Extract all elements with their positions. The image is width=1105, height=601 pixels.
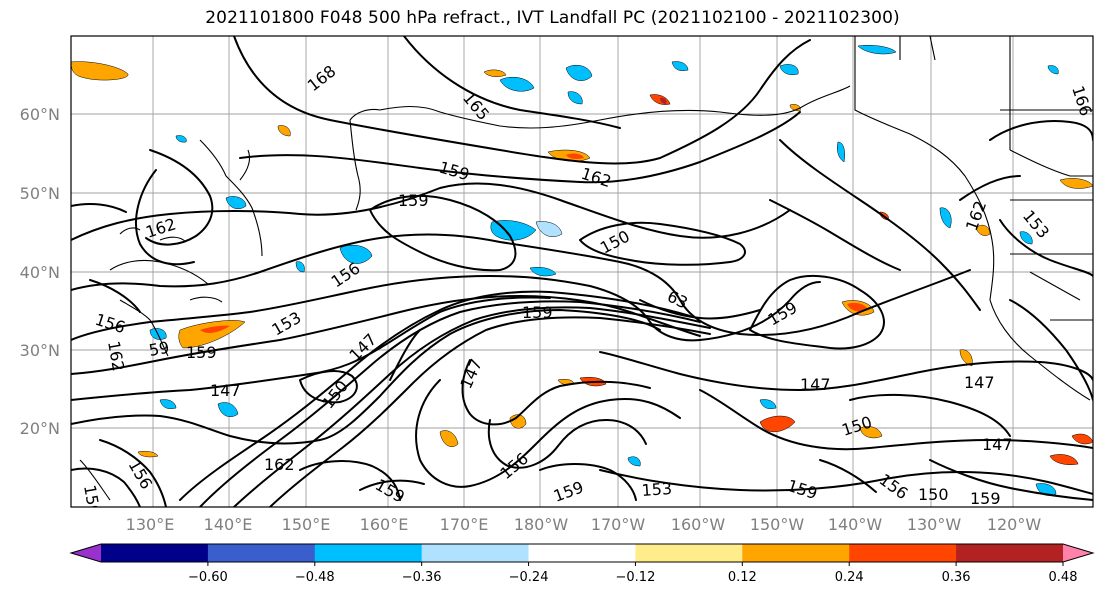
contour-label: 147 xyxy=(982,435,1013,454)
colorbar-tick-label: −0.36 xyxy=(402,570,442,585)
map-panel xyxy=(71,36,1093,507)
contour-label: 159 xyxy=(186,343,217,362)
colorbar-bin xyxy=(528,544,636,562)
contour-label: 153 xyxy=(641,479,673,500)
latitude-axis: 60°N 50°N 40°N 30°N 20°N xyxy=(20,105,60,438)
colorbar: −0.60 −0.48 −0.36 −0.24 −0.12 0.12 0.24 0.36 0.4… xyxy=(69,543,1095,585)
map-title: 2021101800 F048 500 hPa refract., IVT La… xyxy=(205,8,900,28)
colorbar-extend-max xyxy=(1063,544,1093,562)
longitude-label: 120°W xyxy=(987,515,1042,534)
colorbar-bin xyxy=(956,544,1064,562)
latitude-label: 20°N xyxy=(20,419,60,438)
colorbar-tick-label: −0.12 xyxy=(616,570,656,585)
colorbar-extend-min xyxy=(71,544,101,562)
longitude-label: 160°W xyxy=(671,515,726,534)
longitude-label: 180°W xyxy=(514,515,569,534)
contour-label: 59 xyxy=(147,338,170,360)
colorbar-tick-label: −0.48 xyxy=(295,570,335,585)
colorbar-bin xyxy=(742,544,850,562)
latitude-label: 30°N xyxy=(20,341,60,360)
colorbar-tick-label: 0.36 xyxy=(942,570,971,585)
colorbar-tick-label: −0.24 xyxy=(509,570,549,585)
colorbar-bin xyxy=(101,544,209,562)
longitude-label: 130°W xyxy=(907,515,962,534)
contour-label: 156 xyxy=(80,483,104,516)
colorbar-bin xyxy=(421,544,530,562)
longitude-label: 150°W xyxy=(750,515,805,534)
negative-anomaly-shading xyxy=(149,45,1059,496)
colorbar-bin xyxy=(849,544,957,562)
contour-label: 159 xyxy=(970,489,1001,508)
contour-label: 147 xyxy=(964,373,995,392)
longitude-label: 130°E xyxy=(126,515,175,534)
contour-label: 150 xyxy=(918,485,949,504)
contour-label: 147 xyxy=(210,381,241,400)
latitude-label: 50°N xyxy=(20,184,60,203)
coastlines xyxy=(79,36,1093,501)
longitude-label: 160°E xyxy=(360,515,409,534)
colorbar-tick-label: −0.60 xyxy=(188,570,228,585)
contour-label: 147 xyxy=(800,375,831,394)
colorbar-bin xyxy=(314,544,423,562)
colorbar-outline xyxy=(69,543,1095,563)
colorbar-bin xyxy=(635,544,743,562)
longitude-label: 170°E xyxy=(440,515,489,534)
longitude-label: 140°W xyxy=(828,515,883,534)
colorbar-tick-label: 0.12 xyxy=(728,570,757,585)
contour-label: 159 xyxy=(398,191,429,210)
longitude-axis: 130°E 140°E 150°E 160°E 170°E 180°W 170°… xyxy=(126,515,1042,534)
refractivity-contours xyxy=(71,36,1093,507)
latitude-label: 60°N xyxy=(20,105,60,124)
graticule xyxy=(71,36,1093,507)
longitude-label: 170°W xyxy=(591,515,646,534)
contour-label: 159 xyxy=(522,303,553,322)
contour-label: 162 xyxy=(264,455,295,474)
colorbar-bin xyxy=(207,544,316,562)
longitude-label: 150°E xyxy=(282,515,331,534)
map-frame xyxy=(70,35,1094,508)
longitude-label: 140°E xyxy=(204,515,253,534)
latitude-label: 40°N xyxy=(20,263,60,282)
colorbar-tick-label: 0.48 xyxy=(1049,570,1078,585)
colorbar-tick-label: 0.24 xyxy=(835,570,864,585)
